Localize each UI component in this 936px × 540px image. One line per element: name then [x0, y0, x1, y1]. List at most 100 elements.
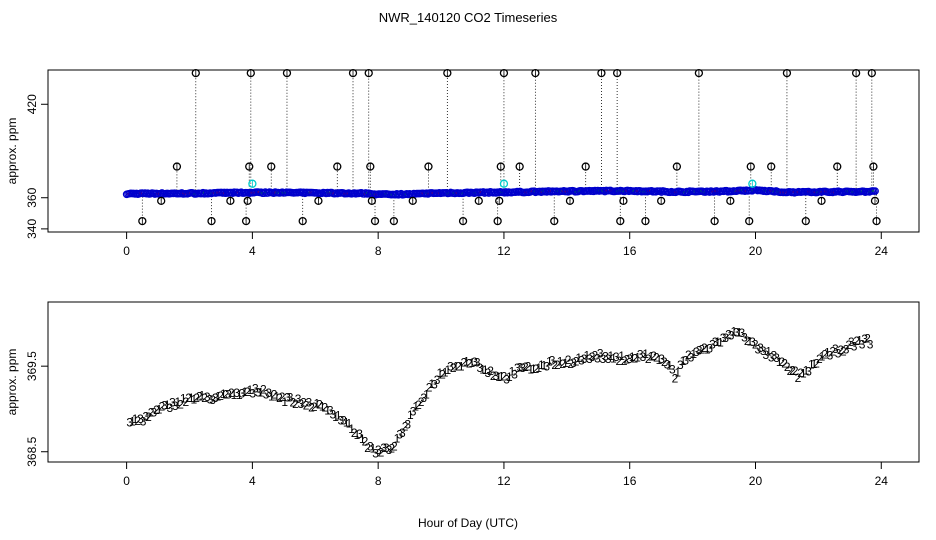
bottom-data-point: 3 — [340, 413, 347, 427]
bottom-data-point: 3 — [386, 443, 393, 457]
bottom-data-point: 1 — [634, 350, 641, 364]
bottom-data-point: 2 — [223, 387, 230, 401]
top-x-tick-label: 8 — [375, 244, 382, 258]
bottom-data-point: 2 — [501, 369, 508, 383]
bottom-data-point: 2 — [621, 354, 628, 368]
bottom-data-point: 3 — [688, 350, 695, 364]
bottom-x-tick-label: 0 — [123, 474, 130, 488]
bottom-data-point: 2 — [228, 386, 235, 400]
bottom-y-axis-label: approx. ppm — [5, 349, 19, 416]
bottom-data-point: 2 — [565, 353, 572, 367]
bottom-x-tick-label: 20 — [749, 474, 763, 488]
top-x-tick-label: 20 — [749, 244, 763, 258]
bottom-data-point: 2 — [551, 358, 558, 372]
bottom-data-point: 3 — [327, 403, 334, 417]
top-data-point — [233, 188, 241, 197]
bottom-data-point: 2 — [271, 387, 278, 401]
bottom-data-point: 1 — [236, 388, 243, 402]
bottom-data-point: 3 — [126, 415, 133, 429]
bottom-data-point: 1 — [714, 335, 721, 349]
top-data-point — [228, 189, 237, 198]
bottom-data-point: 3 — [709, 337, 716, 351]
bottom-data-point: 1 — [717, 336, 724, 350]
bottom-data-point: 2 — [351, 426, 358, 440]
bottom-data-point: 1 — [394, 432, 401, 446]
bottom-data-point: 2 — [813, 357, 820, 371]
top-x-tick-label: 24 — [875, 244, 889, 258]
bottom-data-point: 3 — [514, 361, 521, 375]
bottom-data-point: 3 — [383, 441, 390, 455]
bottom-data-point: 1 — [231, 388, 238, 402]
bottom-data-point: 1 — [482, 363, 489, 377]
bottom-data-point: 3 — [471, 355, 478, 369]
bottom-data-point: 1 — [281, 395, 288, 409]
bottom-data-point: 1 — [215, 390, 222, 404]
top-y-tick-label: 340 — [25, 219, 39, 239]
top-y-tick-label: 360 — [25, 187, 39, 207]
bottom-data-point: 2 — [378, 445, 385, 459]
bottom-data-point: 1 — [175, 395, 182, 409]
bottom-data-point: 1 — [736, 326, 743, 340]
top-x-tick-label: 4 — [249, 244, 256, 258]
bottom-data-point: 3 — [249, 387, 256, 401]
bottom-data-point: 3 — [204, 390, 211, 404]
bottom-data-point: 1 — [458, 359, 465, 373]
bottom-data-point: 1 — [156, 403, 163, 417]
bottom-data-point: 3 — [517, 361, 524, 375]
top-data-point — [361, 189, 370, 197]
bottom-data-point: 2 — [439, 367, 446, 381]
bottom-data-point: 1 — [332, 410, 339, 424]
bottom-data-point: 3 — [682, 354, 689, 368]
bottom-data-point: 2 — [837, 343, 844, 357]
top-y-tick-label: 420 — [25, 94, 39, 114]
bottom-data-point: 2 — [466, 357, 473, 371]
bottom-data-point: 1 — [268, 390, 275, 404]
bottom-data-point: 1 — [562, 356, 569, 370]
bottom-data-point: 2 — [744, 334, 751, 348]
bottom-y-tick-label: 369.5 — [25, 351, 39, 381]
top-data-point — [500, 189, 509, 197]
bottom-data-point: 2 — [672, 372, 679, 386]
top-x-tick-label: 16 — [623, 244, 637, 258]
bottom-data-point: 2 — [795, 371, 802, 385]
bottom-data-point: 3 — [284, 391, 291, 405]
bottom-data-point: 3 — [597, 346, 604, 360]
bottom-data-point: 2 — [311, 400, 318, 414]
bottom-data-point: 3 — [447, 360, 454, 374]
bottom-data-point: 3 — [372, 446, 379, 460]
bottom-data-point: 1 — [354, 428, 361, 442]
bottom-data-point: 1 — [674, 365, 681, 379]
bottom-data-point: 1 — [257, 386, 264, 400]
bottom-data-point: 3 — [755, 342, 762, 356]
bottom-data-point: 1 — [220, 387, 227, 401]
bottom-data-point: 1 — [247, 383, 254, 397]
bottom-data-point: 1 — [348, 422, 355, 436]
bottom-data-point: 1 — [803, 364, 810, 378]
bottom-data-point: 1 — [324, 403, 331, 417]
bottom-data-point: 3 — [477, 361, 484, 375]
bottom-data-point: 3 — [861, 332, 868, 346]
bottom-data-point: 1 — [273, 390, 280, 404]
bottom-data-point: 1 — [656, 353, 663, 367]
bottom-data-point: 3 — [722, 331, 729, 345]
bottom-data-point: 2 — [567, 357, 574, 371]
bottom-data-point: 1 — [704, 342, 711, 356]
bottom-data-point: 2 — [821, 347, 828, 361]
bottom-data-point: 2 — [292, 397, 299, 411]
bottom-data-point: 3 — [805, 364, 812, 378]
bottom-data-point: 2 — [701, 341, 708, 355]
bottom-data-point: 1 — [132, 412, 139, 426]
bottom-data-point: 2 — [461, 355, 468, 369]
top-plot-frame — [47, 69, 920, 233]
bottom-data-point: 3 — [263, 388, 270, 402]
bottom-data-point: 1 — [343, 415, 350, 429]
bottom-data-point: 3 — [150, 405, 157, 419]
bottom-data-point: 3 — [142, 409, 149, 423]
bottom-data-point: 2 — [415, 398, 422, 412]
bottom-data-point: 3 — [207, 393, 214, 407]
bottom-data-point: 2 — [418, 395, 425, 409]
bottom-data-point: 3 — [626, 352, 633, 366]
bottom-data-point: 2 — [591, 348, 598, 362]
bottom-data-point: 1 — [808, 358, 815, 372]
